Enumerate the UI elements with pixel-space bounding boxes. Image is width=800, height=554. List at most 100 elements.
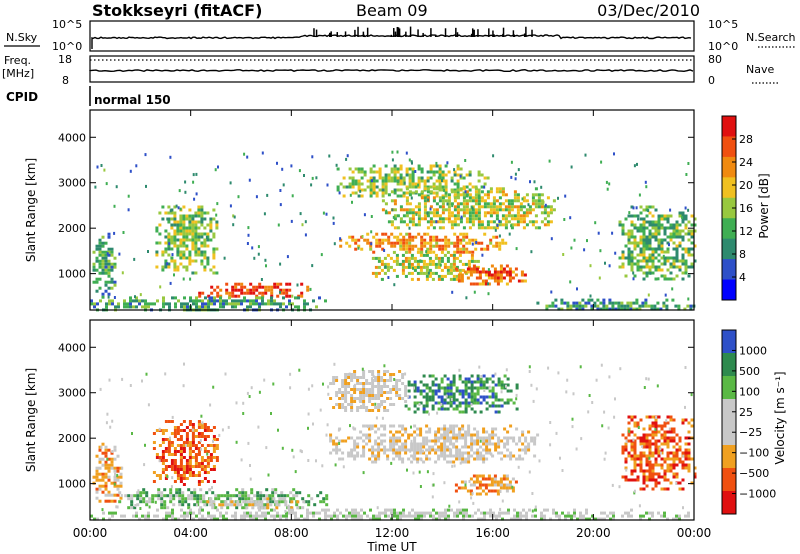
heatmap-cell <box>473 395 477 399</box>
heatmap-cell <box>92 265 96 269</box>
heatmap-cell <box>675 514 678 518</box>
heatmap-cell <box>188 208 192 212</box>
heatmap-cell <box>249 302 252 306</box>
heatmap-cell <box>338 442 341 445</box>
heatmap-cell <box>171 511 174 515</box>
heatmap-cell <box>386 448 390 452</box>
heatmap-cell <box>498 190 502 194</box>
heatmap-cell <box>636 436 640 440</box>
heatmap-cell <box>681 460 685 464</box>
heatmap-cell <box>675 223 679 227</box>
heatmap-cell <box>497 436 501 440</box>
heatmap-cell <box>630 265 634 269</box>
heatmap-cell <box>303 299 306 303</box>
heatmap-cell <box>531 208 535 212</box>
heatmap-cell <box>446 427 450 431</box>
heatmap-cell <box>399 514 402 518</box>
heatmap-cell <box>632 206 635 210</box>
heatmap-cell <box>174 305 177 309</box>
heatmap-cell <box>145 491 149 495</box>
heatmap-cell <box>410 445 414 449</box>
heatmap-cell <box>223 494 227 498</box>
heatmap-cell <box>508 270 512 274</box>
heatmap-cell <box>350 406 354 409</box>
heatmap-cell <box>573 514 576 518</box>
heatmap-cell <box>687 442 691 446</box>
heatmap-cell <box>672 517 675 521</box>
heatmap-cell <box>207 514 210 518</box>
heatmap-cell <box>672 226 676 230</box>
heatmap-cell <box>179 256 183 260</box>
heatmap-cell <box>160 506 164 510</box>
heatmap-cell <box>234 511 237 515</box>
heatmap-cell <box>654 430 658 434</box>
heatmap-cell <box>383 385 387 388</box>
heatmap-cell <box>486 202 490 206</box>
heatmap-cell <box>407 448 411 452</box>
heatmap-cell <box>485 436 489 440</box>
heatmap-cell <box>459 238 463 242</box>
heatmap-cell <box>176 223 180 227</box>
heatmap-cell <box>147 403 150 407</box>
heatmap-cell <box>681 238 685 242</box>
heatmap-cell <box>265 488 269 492</box>
heatmap-cell <box>197 450 201 453</box>
heatmap-cell <box>348 185 352 189</box>
heatmap-cell <box>443 451 447 455</box>
heatmap-cell <box>638 304 642 308</box>
heatmap-cell <box>347 451 351 455</box>
heatmap-cell <box>380 403 384 406</box>
heatmap-cell <box>499 480 503 484</box>
heatmap-cell <box>312 299 315 303</box>
heatmap-cell <box>423 202 427 206</box>
heatmap-cell <box>356 379 360 382</box>
heatmap-cell <box>136 494 140 498</box>
heatmap-cell <box>645 205 649 209</box>
heatmap-cell <box>229 181 232 185</box>
heatmap-cell <box>432 472 435 476</box>
heatmap-cell <box>197 483 201 486</box>
heatmap-cell <box>675 235 679 239</box>
heatmap-cell <box>142 500 146 504</box>
colorbar-tick-label: −1000 <box>739 488 776 501</box>
heatmap-cell <box>521 197 524 201</box>
heatmap-cell <box>620 301 624 305</box>
heatmap-cell <box>404 394 408 397</box>
heatmap-cell <box>500 404 504 408</box>
heatmap-cell <box>453 244 457 248</box>
heatmap-cell <box>133 257 136 261</box>
heatmap-cell <box>504 223 508 227</box>
heatmap-cell <box>246 305 249 309</box>
heatmap-cell <box>432 173 436 177</box>
heatmap-cell <box>617 307 621 311</box>
heatmap-cell <box>338 191 341 195</box>
heatmap-cell <box>655 415 658 419</box>
heatmap-cell <box>633 247 637 251</box>
heatmap-cell <box>173 262 177 266</box>
nsearch-tick-top: 10^5 <box>708 18 738 31</box>
heatmap-cell <box>387 241 391 245</box>
heatmap-cell <box>470 402 473 406</box>
heatmap-cell <box>390 223 394 227</box>
heatmap-cell <box>435 517 438 521</box>
heatmap-cell <box>678 244 682 248</box>
heatmap-cell <box>639 250 643 254</box>
heatmap-cell <box>446 250 450 254</box>
heatmap-cell <box>277 494 281 498</box>
heatmap-cell <box>456 514 459 518</box>
heatmap-cell <box>98 286 102 290</box>
heatmap-cell <box>200 235 204 239</box>
heatmap-cell <box>461 445 465 449</box>
heatmap-cell <box>483 511 486 515</box>
heatmap-cell <box>351 191 355 195</box>
heatmap-cell <box>383 445 387 449</box>
heatmap-cell <box>444 194 448 198</box>
heatmap-cell <box>438 176 442 180</box>
heatmap-cell <box>206 456 210 459</box>
heatmap-cell <box>383 256 387 260</box>
heatmap-cell <box>420 167 424 171</box>
heatmap-cell <box>371 445 375 449</box>
heatmap-cell <box>461 451 465 455</box>
heatmap-cell <box>425 448 429 452</box>
power-ylabel: Slant Range [km] <box>24 158 38 262</box>
